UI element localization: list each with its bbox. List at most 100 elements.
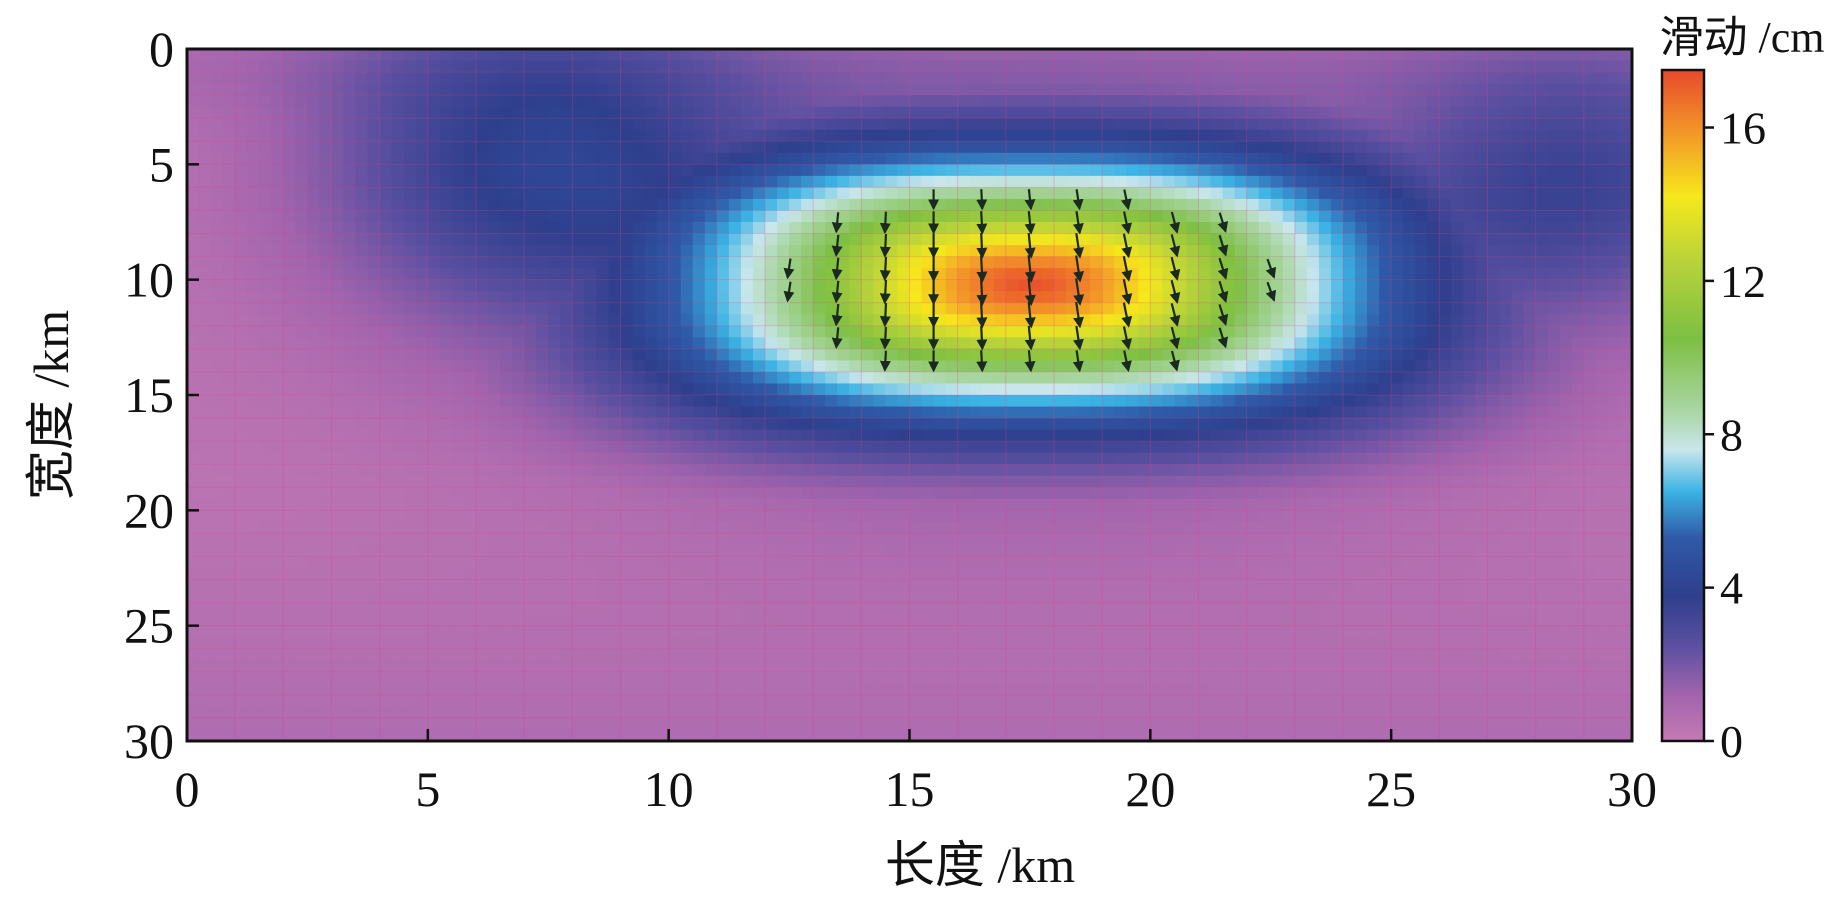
heatmap-cell	[813, 129, 826, 142]
heatmap-cell	[295, 222, 309, 235]
heatmap-cell	[1355, 60, 1368, 73]
heatmap-cell	[295, 487, 309, 500]
heatmap-cell	[307, 175, 321, 188]
heatmap-cell	[909, 83, 923, 96]
heatmap-cell	[897, 83, 911, 96]
heatmap-cell	[572, 118, 585, 131]
heatmap-cell	[1282, 395, 1296, 408]
heatmap-cell	[1619, 395, 1632, 408]
heatmap-cell	[668, 210, 682, 223]
heatmap-cell	[331, 72, 345, 85]
heatmap-cell	[1355, 429, 1368, 442]
heatmap-cell	[391, 175, 405, 188]
heatmap-cell	[584, 95, 598, 108]
heatmap-cell	[933, 118, 947, 131]
heatmap-cell	[307, 510, 321, 523]
heatmap-cell	[1607, 256, 1621, 269]
heatmap-cell	[1330, 222, 1344, 235]
heatmap-cell	[1475, 395, 1489, 408]
heatmap-cell	[247, 371, 260, 385]
heatmap-cell	[885, 233, 899, 246]
heatmap-cell	[439, 464, 453, 477]
heatmap-cell	[259, 49, 272, 62]
heatmap-cell	[1343, 198, 1356, 212]
heatmap-cell	[343, 268, 357, 281]
heatmap-cell	[1234, 72, 1248, 85]
heatmap-cell	[403, 452, 417, 465]
heatmap-cell	[331, 210, 345, 223]
heatmap-cell	[969, 521, 983, 534]
heatmap-cell	[933, 302, 947, 315]
heatmap-cell	[283, 210, 296, 223]
heatmap-cell	[1487, 152, 1501, 165]
heatmap-cell	[692, 302, 706, 315]
heatmap-cell	[560, 106, 573, 119]
heatmap-cell	[1523, 164, 1537, 177]
heatmap-cell	[548, 268, 561, 281]
heatmap-cell	[1174, 210, 1188, 223]
heatmap-cell	[849, 521, 862, 534]
heatmap-cell	[1499, 141, 1513, 154]
heatmap-cell	[1463, 175, 1477, 188]
heatmap-cell	[1126, 418, 1139, 431]
heatmap-cell	[825, 371, 838, 385]
heatmap-cell	[1511, 314, 1525, 327]
heatmap-cell	[427, 498, 441, 511]
heatmap-cell	[355, 141, 369, 154]
heatmap-cell	[1439, 302, 1452, 315]
heatmap-cell	[235, 95, 248, 108]
heatmap-cell	[1463, 210, 1477, 223]
heatmap-cell	[367, 325, 381, 338]
heatmap-cell	[837, 245, 850, 258]
heatmap-cell	[488, 441, 501, 454]
heatmap-cell	[873, 164, 887, 177]
heatmap-cell	[1054, 187, 1067, 200]
heatmap-cell	[813, 487, 826, 500]
heatmap-cell	[1343, 210, 1356, 223]
heatmap-cell	[993, 256, 1007, 269]
heatmap-cell	[680, 314, 694, 327]
heatmap-cell	[548, 441, 561, 454]
heatmap-cell	[1355, 210, 1368, 223]
heatmap-cell	[1150, 72, 1163, 85]
heatmap-cell	[1186, 487, 1200, 500]
heatmap-cell	[1547, 360, 1561, 373]
heatmap-cell	[295, 429, 309, 442]
heatmap-cell	[1571, 395, 1585, 408]
heatmap-cell	[1499, 383, 1513, 396]
heatmap-cell	[560, 510, 573, 523]
heatmap-cell	[740, 129, 754, 142]
heatmap-cell	[403, 83, 417, 96]
heatmap-cell	[524, 83, 537, 96]
heatmap-cell	[560, 198, 573, 212]
heatmap-cell	[1439, 245, 1452, 258]
heatmap-cell	[1511, 106, 1525, 119]
heatmap-cell	[921, 452, 935, 465]
heatmap-cell	[1535, 498, 1549, 511]
heatmap-cell	[1343, 429, 1356, 442]
heatmap-cell	[861, 348, 874, 361]
heatmap-cell	[921, 510, 935, 523]
heatmap-cell	[632, 291, 646, 304]
heatmap-cell	[295, 164, 309, 177]
heatmap-cell	[933, 152, 947, 165]
heatmap-cell	[295, 256, 309, 269]
heatmap-cell	[1559, 256, 1573, 269]
heatmap-cell	[1102, 429, 1115, 442]
heatmap-cell	[909, 95, 923, 108]
heatmap-cell	[1017, 441, 1031, 454]
heatmap-cell	[476, 72, 489, 85]
heatmap-cell	[945, 464, 959, 477]
heatmap-cell	[728, 383, 742, 396]
heatmap-cell	[1535, 164, 1549, 177]
heatmap-cell	[897, 256, 911, 269]
heatmap-cell	[524, 256, 537, 269]
heatmap-cell	[1403, 279, 1416, 292]
heatmap-cell	[740, 429, 754, 442]
heatmap-cell	[608, 475, 622, 488]
heatmap-cell	[187, 60, 200, 73]
heatmap-cell	[1174, 383, 1188, 396]
heatmap-cell	[1583, 406, 1597, 419]
heatmap-cell	[1595, 256, 1609, 269]
heatmap-cell	[1343, 83, 1356, 96]
